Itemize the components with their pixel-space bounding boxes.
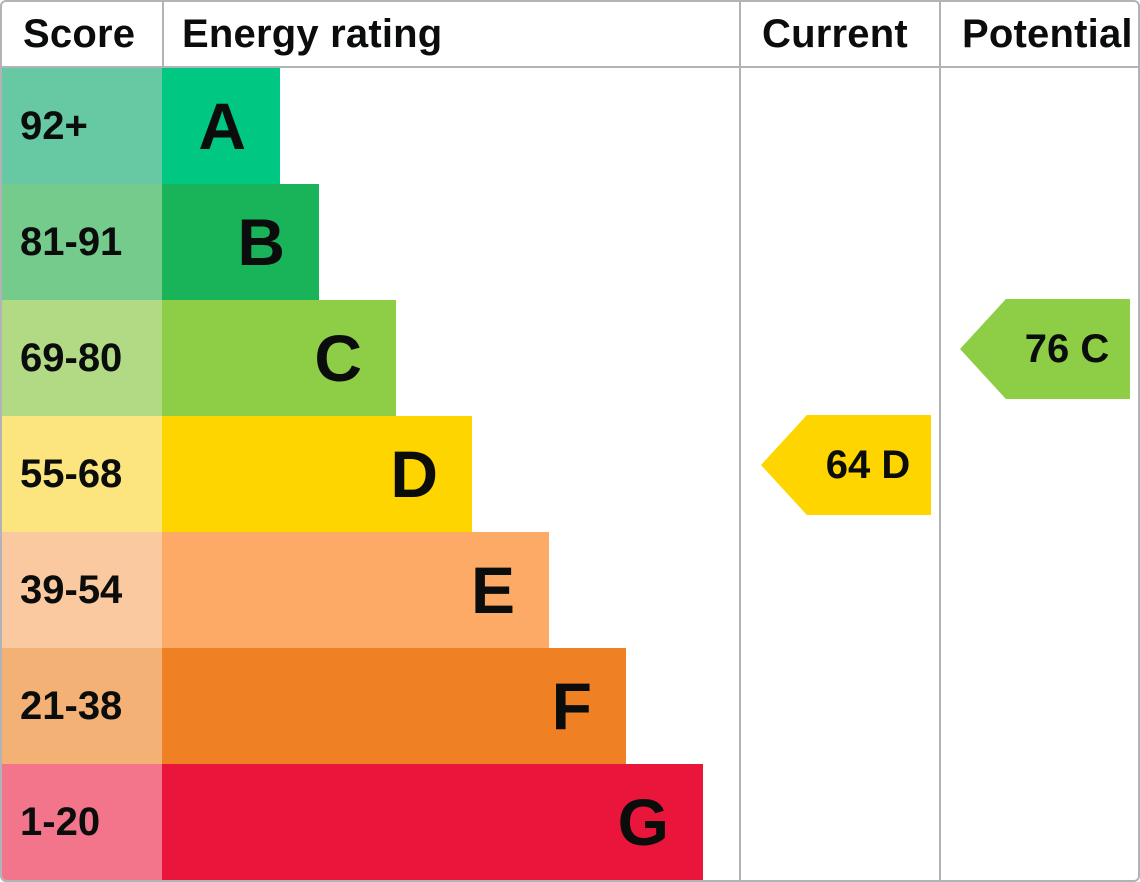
- band-row-d: 55-68 D 64 D: [2, 415, 1138, 532]
- rating-bar-b: B: [162, 184, 319, 300]
- rating-bar-d: D: [162, 416, 472, 532]
- current-cell-d: 64 D: [739, 415, 939, 532]
- rating-letter-f: F: [551, 669, 592, 743]
- band-row-e: 39-54 E: [2, 532, 1138, 648]
- current-cell-e: [739, 532, 939, 648]
- score-range-b: 81-91: [2, 184, 162, 300]
- epc-body: 92+ A 81-91 B 69-80 C 76 C 55-68 D 64 D 39-54 E 21-3…: [2, 68, 1138, 880]
- potential-cell-e: [939, 532, 1138, 648]
- band-row-g: 1-20 G: [2, 764, 1138, 880]
- rating-letter-e: E: [470, 553, 515, 627]
- potential-cell-c: 76 C: [939, 299, 1138, 416]
- potential-cell-g: [939, 764, 1138, 880]
- rating-bar-f: F: [162, 648, 626, 764]
- potential-cell-a: [939, 68, 1138, 184]
- rating-bar-c: C: [162, 300, 396, 416]
- current-cell-g: [739, 764, 939, 880]
- rating-bar-cell-g: G: [162, 764, 739, 880]
- current-cell-a: [739, 68, 939, 184]
- potential-cell-f: [939, 648, 1138, 764]
- rating-bar-cell-d: D: [162, 416, 739, 532]
- band-row-a: 92+ A: [2, 68, 1138, 184]
- rating-bar-cell-c: C: [162, 300, 739, 416]
- energy-rating-column-header: Energy rating: [162, 2, 739, 66]
- score-range-a: 92+: [2, 68, 162, 184]
- current-cell-c: [739, 300, 939, 416]
- band-row-c: 69-80 C 76 C: [2, 299, 1138, 416]
- potential-cell-b: [939, 184, 1138, 300]
- rating-bar-cell-a: A: [162, 68, 739, 184]
- current-rating-arrow: 64 D: [761, 415, 931, 515]
- score-range-e: 39-54: [2, 532, 162, 648]
- current-cell-b: [739, 184, 939, 300]
- current-cell-f: [739, 648, 939, 764]
- score-column-header: Score: [23, 11, 136, 56]
- rating-bar-cell-e: E: [162, 532, 739, 648]
- rating-bar-cell-f: F: [162, 648, 739, 764]
- rating-bar-a: A: [162, 68, 280, 184]
- score-range-g: 1-20: [2, 764, 162, 880]
- potential-cell-d: [939, 416, 1138, 532]
- band-row-b: 81-91 B: [2, 184, 1138, 300]
- score-range-d: 55-68: [2, 416, 162, 532]
- table-header: Score Energy rating Current Potential: [2, 2, 1138, 68]
- rating-letter-d: D: [390, 437, 438, 511]
- rating-bar-e: E: [162, 532, 549, 648]
- potential-rating-arrow: 76 C: [960, 299, 1130, 399]
- rating-letter-a: A: [198, 89, 246, 163]
- band-row-f: 21-38 F: [2, 648, 1138, 764]
- rating-letter-b: B: [237, 205, 285, 279]
- score-range-c: 69-80: [2, 300, 162, 416]
- rating-bar-cell-b: B: [162, 184, 739, 300]
- rating-bar-g: G: [162, 764, 703, 880]
- current-column-header: Current: [739, 2, 939, 66]
- rating-letter-c: C: [314, 321, 362, 395]
- score-range-f: 21-38: [2, 648, 162, 764]
- rating-letter-g: G: [617, 785, 669, 859]
- potential-column-header: Potential: [939, 2, 1138, 66]
